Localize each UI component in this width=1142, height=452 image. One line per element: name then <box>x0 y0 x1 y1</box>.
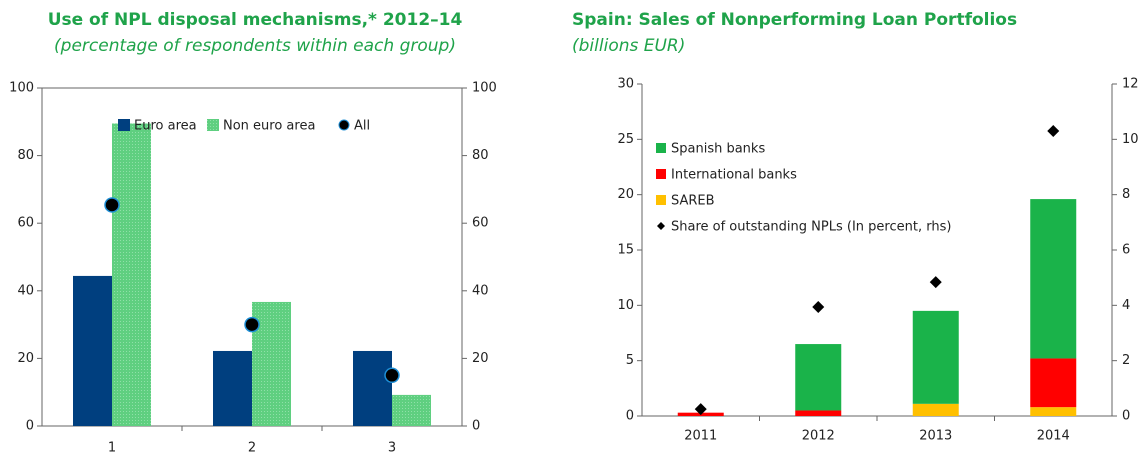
legend-label: Euro area <box>134 119 197 134</box>
legend-label: International banks <box>671 168 797 183</box>
legend-swatch <box>656 169 666 179</box>
bar-segment <box>912 403 959 416</box>
y-tick-label: 20 <box>617 187 634 202</box>
bar <box>213 350 252 426</box>
y-tick-label: 5 <box>626 353 634 368</box>
legend-swatch <box>657 222 665 230</box>
y2-tick-label: 0 <box>472 419 480 434</box>
legend-label: Spanish banks <box>671 142 765 157</box>
x-tick-label: 3 <box>388 441 396 452</box>
legend-label: SAREB <box>671 194 715 209</box>
y2-tick-label: 80 <box>472 148 489 163</box>
chart-subtitle: (billions EUR) <box>572 36 685 56</box>
bar-segment <box>795 410 842 416</box>
y-tick-label: 20 <box>17 351 34 366</box>
y-tick-label: 60 <box>17 216 34 231</box>
x-tick-label: 1 <box>108 441 116 452</box>
diamond <box>694 403 707 416</box>
chart-subtitle: (percentage of respondents within each g… <box>54 36 456 56</box>
chart-title: Spain: Sales of Nonperforming Loan Portf… <box>572 10 1017 30</box>
x-tick-label: 2014 <box>1037 429 1070 444</box>
legend-swatch <box>656 195 666 205</box>
y-tick-label: 30 <box>617 77 634 92</box>
y-tick-label: 40 <box>17 283 34 298</box>
y2-tick-label: 40 <box>472 283 489 298</box>
bar-segment <box>795 344 842 411</box>
bar-segment <box>1030 358 1077 408</box>
x-tick-label: 2013 <box>919 429 952 444</box>
y2-tick-label: 12 <box>1122 77 1139 92</box>
y2-tick-label: 2 <box>1122 353 1130 368</box>
legend-swatch <box>338 119 350 131</box>
y2-tick-label: 100 <box>472 81 497 96</box>
diamond <box>929 276 942 289</box>
y2-tick-label: 4 <box>1122 298 1130 313</box>
legend-swatch <box>118 119 130 131</box>
dot <box>244 316 260 333</box>
y-tick-label: 100 <box>9 81 34 96</box>
x-tick-label: 2012 <box>802 429 835 444</box>
y2-tick-label: 60 <box>472 216 489 231</box>
x-tick-label: 2011 <box>684 429 717 444</box>
chart-title: Use of NPL disposal mechanisms,* 2012–14 <box>48 10 463 30</box>
y-tick-label: 10 <box>617 298 634 313</box>
y-tick-label: 80 <box>17 148 34 163</box>
legend-swatch <box>656 143 666 153</box>
legend-label: All <box>354 119 370 134</box>
y-tick-label: 15 <box>617 243 634 258</box>
y2-tick-label: 20 <box>472 351 489 366</box>
legend-label: Non euro area <box>223 119 315 134</box>
y-tick-label: 25 <box>617 132 634 147</box>
y-tick-label: 0 <box>626 409 634 424</box>
y2-tick-label: 10 <box>1122 132 1139 147</box>
bar <box>353 350 392 426</box>
x-tick-label: 2 <box>248 441 256 452</box>
legend-swatch <box>207 119 219 131</box>
bar-segment <box>912 310 959 404</box>
dot <box>384 367 400 384</box>
y-tick-label: 0 <box>26 419 34 434</box>
bar <box>112 123 151 427</box>
legend-label: Share of outstanding NPLs (In percent, r… <box>671 220 951 235</box>
y2-tick-label: 0 <box>1122 409 1130 424</box>
diamond <box>1047 125 1060 138</box>
bar <box>73 275 112 426</box>
dot <box>104 197 120 213</box>
bar <box>392 394 431 426</box>
bar-segment <box>1030 407 1077 416</box>
bar-segment <box>1030 199 1077 359</box>
y2-tick-label: 8 <box>1122 187 1130 202</box>
y2-tick-label: 6 <box>1122 243 1130 258</box>
diamond <box>812 300 825 313</box>
